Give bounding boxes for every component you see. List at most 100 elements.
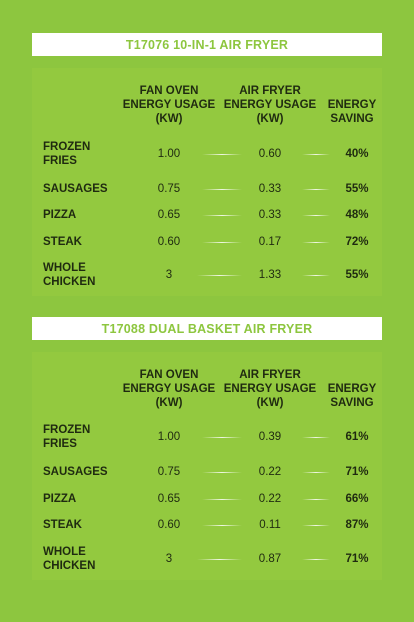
row-separator — [302, 275, 330, 276]
row-label-line: FROZEN — [43, 424, 91, 436]
row-separator — [302, 215, 330, 216]
fan-oven-value: 1.00 — [157, 148, 181, 160]
header-line: (KW) — [256, 113, 284, 125]
comparison-table: FAN OVEN ENERGY USAGE (KW) AIR FRYER ENE… — [32, 68, 382, 296]
air-fryer-value: 0.39 — [258, 431, 282, 443]
row-separator — [202, 499, 242, 500]
header-line: (KW) — [155, 113, 183, 125]
row-label: SAUSAGES — [43, 182, 108, 196]
comparison-table: FAN OVEN ENERGY USAGE (KW) AIR FRYER ENE… — [32, 352, 382, 580]
saving-value: 40% — [345, 148, 369, 160]
air-fryer-value: 0.22 — [258, 466, 282, 478]
fan-oven-value: 0.75 — [157, 183, 181, 195]
saving-value: 48% — [345, 209, 369, 221]
saving-value: 55% — [345, 183, 369, 195]
row-label-line: STEAK — [43, 236, 82, 248]
header-line: ENERGY USAGE — [223, 383, 317, 395]
header-air-fryer: AIR FRYER ENERGY USAGE (KW) — [218, 368, 322, 410]
row-separator — [302, 559, 330, 560]
row-label: WHOLE CHICKEN — [43, 261, 95, 289]
air-fryer-value: 0.17 — [258, 236, 282, 248]
fan-oven-value: 1.00 — [157, 431, 181, 443]
row-separator — [202, 154, 242, 155]
header-line: (KW) — [256, 397, 284, 409]
row-separator — [202, 242, 242, 243]
header-line: ENERGY USAGE — [122, 383, 216, 395]
row-label-line: WHOLE — [43, 546, 86, 558]
row-label-line: WHOLE — [43, 262, 86, 274]
row-separator — [302, 437, 330, 438]
saving-value: 72% — [345, 236, 369, 248]
air-fryer-value: 0.87 — [258, 553, 282, 565]
header-saving: ENERGY SAVING — [322, 98, 382, 126]
fan-oven-value: 0.65 — [157, 209, 181, 221]
saving-value: 71% — [345, 553, 369, 565]
header-line: (KW) — [155, 397, 183, 409]
row-label: FROZEN FRIES — [43, 423, 90, 451]
header-air-fryer: AIR FRYER ENERGY USAGE (KW) — [218, 84, 322, 126]
fan-oven-value: 3 — [165, 553, 173, 565]
air-fryer-value: 0.33 — [258, 209, 282, 221]
row-separator — [202, 189, 242, 190]
air-fryer-value: 0.60 — [258, 148, 282, 160]
header-saving: ENERGY SAVING — [322, 382, 382, 410]
row-label: WHOLE CHICKEN — [43, 545, 95, 573]
row-label-line: CHICKEN — [43, 560, 96, 572]
air-fryer-value: 1.33 — [258, 269, 282, 281]
row-separator — [302, 189, 330, 190]
row-label: STEAK — [43, 518, 82, 532]
row-separator — [197, 559, 242, 560]
fan-oven-value: 0.60 — [157, 236, 181, 248]
row-label-line: PIZZA — [43, 493, 77, 505]
row-label: PIZZA — [43, 492, 76, 506]
air-fryer-value: 0.11 — [259, 519, 281, 531]
saving-value: 87% — [345, 519, 369, 531]
fan-oven-value: 3 — [165, 269, 173, 281]
row-label: STEAK — [43, 235, 82, 249]
row-label-line: FRIES — [43, 155, 77, 167]
row-separator — [302, 499, 330, 500]
header-line: ENERGY USAGE — [223, 99, 317, 111]
row-label: FROZEN FRIES — [43, 140, 90, 168]
row-label: PIZZA — [43, 208, 76, 222]
header-fan-oven: FAN OVEN ENERGY USAGE (KW) — [117, 84, 221, 126]
row-separator — [302, 242, 330, 243]
header-line: FAN OVEN — [139, 85, 199, 97]
header-line: FAN OVEN — [139, 369, 199, 381]
header-line: AIR FRYER — [239, 369, 301, 381]
air-fryer-value: 0.22 — [258, 493, 282, 505]
fan-oven-value: 0.60 — [157, 519, 181, 531]
row-label-line: SAUSAGES — [43, 183, 108, 195]
row-label-line: PIZZA — [43, 209, 77, 221]
row-label-line: SAUSAGES — [43, 466, 108, 478]
row-separator — [302, 472, 330, 473]
saving-value: 66% — [345, 493, 369, 505]
header-line: SAVING — [330, 113, 374, 125]
header-line: ENERGY USAGE — [122, 99, 216, 111]
table-title: T17076 10-IN-1 AIR FRYER — [32, 33, 382, 56]
row-label: SAUSAGES — [43, 465, 108, 479]
row-separator — [302, 154, 330, 155]
fan-oven-value: 0.65 — [157, 493, 181, 505]
saving-value: 71% — [345, 466, 369, 478]
row-label-line: CHICKEN — [43, 276, 96, 288]
header-line: ENERGY — [327, 99, 377, 111]
row-separator — [202, 525, 242, 526]
header-line: ENERGY — [327, 383, 377, 395]
row-separator — [202, 437, 242, 438]
table-title-text: T17076 10-IN-1 AIR FRYER — [125, 37, 289, 52]
fan-oven-value: 0.75 — [157, 466, 181, 478]
row-separator — [197, 275, 242, 276]
table-title: T17088 DUAL BASKET AIR FRYER — [32, 317, 382, 340]
header-line: SAVING — [330, 397, 374, 409]
header-fan-oven: FAN OVEN ENERGY USAGE (KW) — [117, 368, 221, 410]
row-label-line: FROZEN — [43, 141, 91, 153]
saving-value: 55% — [345, 269, 369, 281]
row-label-line: STEAK — [43, 519, 82, 531]
air-fryer-value: 0.33 — [258, 183, 282, 195]
row-label-line: FRIES — [43, 438, 77, 450]
row-separator — [302, 525, 330, 526]
row-separator — [202, 472, 242, 473]
row-separator — [202, 215, 242, 216]
header-line: AIR FRYER — [239, 85, 301, 97]
